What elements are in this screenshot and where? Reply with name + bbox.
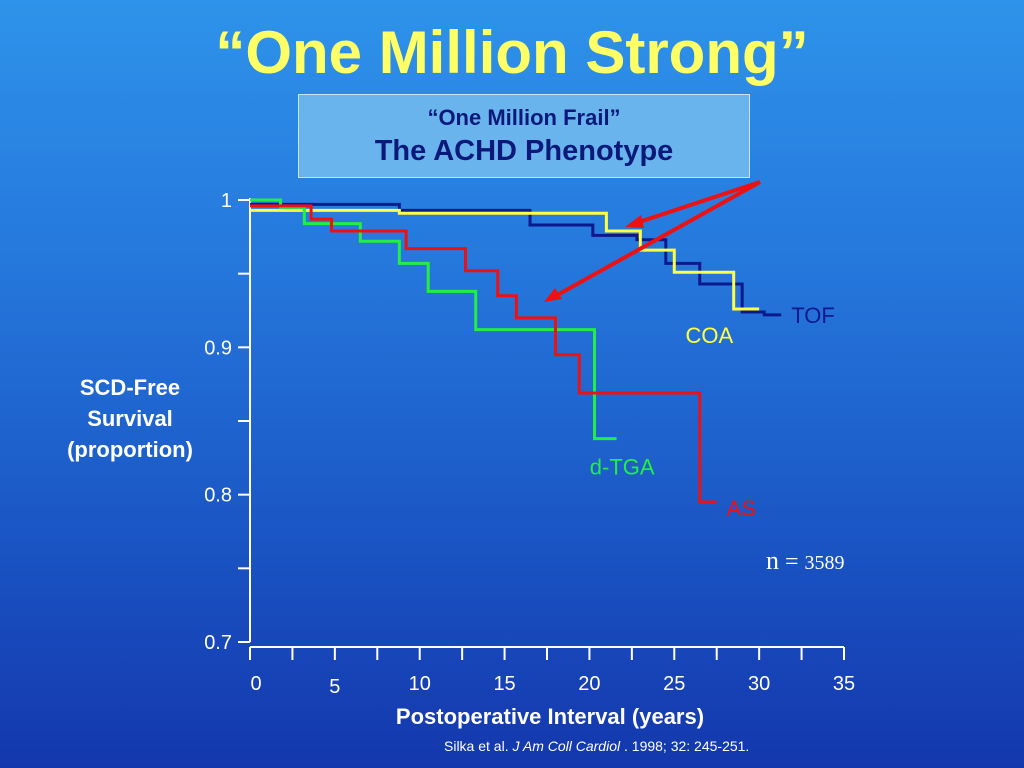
chart-axes: 0.70.80.910 5 10 15 20 25 30 35 <box>204 190 855 698</box>
y-tick-label: 0.8 <box>204 485 232 507</box>
x-tick-label: 30 <box>748 673 770 695</box>
series-label-as: AS <box>727 496 756 521</box>
citation-authors: Silka et al. <box>444 738 513 754</box>
sample-size: n = 3589 <box>766 546 845 576</box>
arrow-head-coa <box>625 215 644 228</box>
x-tick-label: 0 <box>250 673 261 695</box>
sample-size-value: 3589 <box>804 552 845 574</box>
x-tick-label: 5 <box>329 676 340 698</box>
arrow-to-as <box>551 180 761 300</box>
slide-title: “One Million Strong” <box>215 19 809 86</box>
x-tick-label: 20 <box>578 673 600 695</box>
series-line-tof <box>250 202 782 317</box>
series-label-d-tga: d-TGA <box>590 455 655 480</box>
series-line-as <box>250 204 717 504</box>
citation-journal: J Am Coll Cardiol <box>512 738 621 754</box>
annotation-arrows <box>544 180 761 302</box>
y-tick-label: 0.9 <box>204 337 232 359</box>
series-label-tof: TOF <box>791 303 835 328</box>
citation-details: . 1998; 32: 245-251. <box>620 738 750 754</box>
series-line-d-tga <box>250 198 617 441</box>
y-axis-label: SCD-Free Survival (proportion) <box>52 372 208 465</box>
subtitle-line-1: “One Million Frail” <box>427 105 621 130</box>
x-tick-label: 15 <box>493 673 515 695</box>
series-line-coa <box>250 208 760 311</box>
arrow-head-as <box>544 288 562 302</box>
y-axis-label-line: (proportion) <box>67 437 193 462</box>
sample-size-equals: = <box>779 549 805 575</box>
subtitle-box: “One Million Frail” The ACHD Phenotype <box>298 94 750 178</box>
series-label-coa: COA <box>685 323 733 348</box>
x-tick-label: 35 <box>833 673 855 695</box>
sample-size-symbol: n <box>766 546 779 575</box>
y-axis-label-line: Survival <box>87 406 173 431</box>
citation: Silka et al. J Am Coll Cardiol . 1998; 3… <box>444 738 749 754</box>
x-tick-label: 10 <box>409 673 431 695</box>
x-axis-label: Postoperative Interval (years) <box>395 704 705 729</box>
arrow-to-coa <box>632 180 761 226</box>
x-tick-label: 25 <box>663 673 685 695</box>
y-axis-label-line: SCD-Free <box>79 375 181 400</box>
subtitle-line-2: The ACHD Phenotype <box>374 135 674 167</box>
y-tick-label: 0.7 <box>204 632 232 654</box>
chart-series: TOF COA d-TGA AS <box>250 198 835 521</box>
y-tick-label: 1 <box>221 190 232 212</box>
